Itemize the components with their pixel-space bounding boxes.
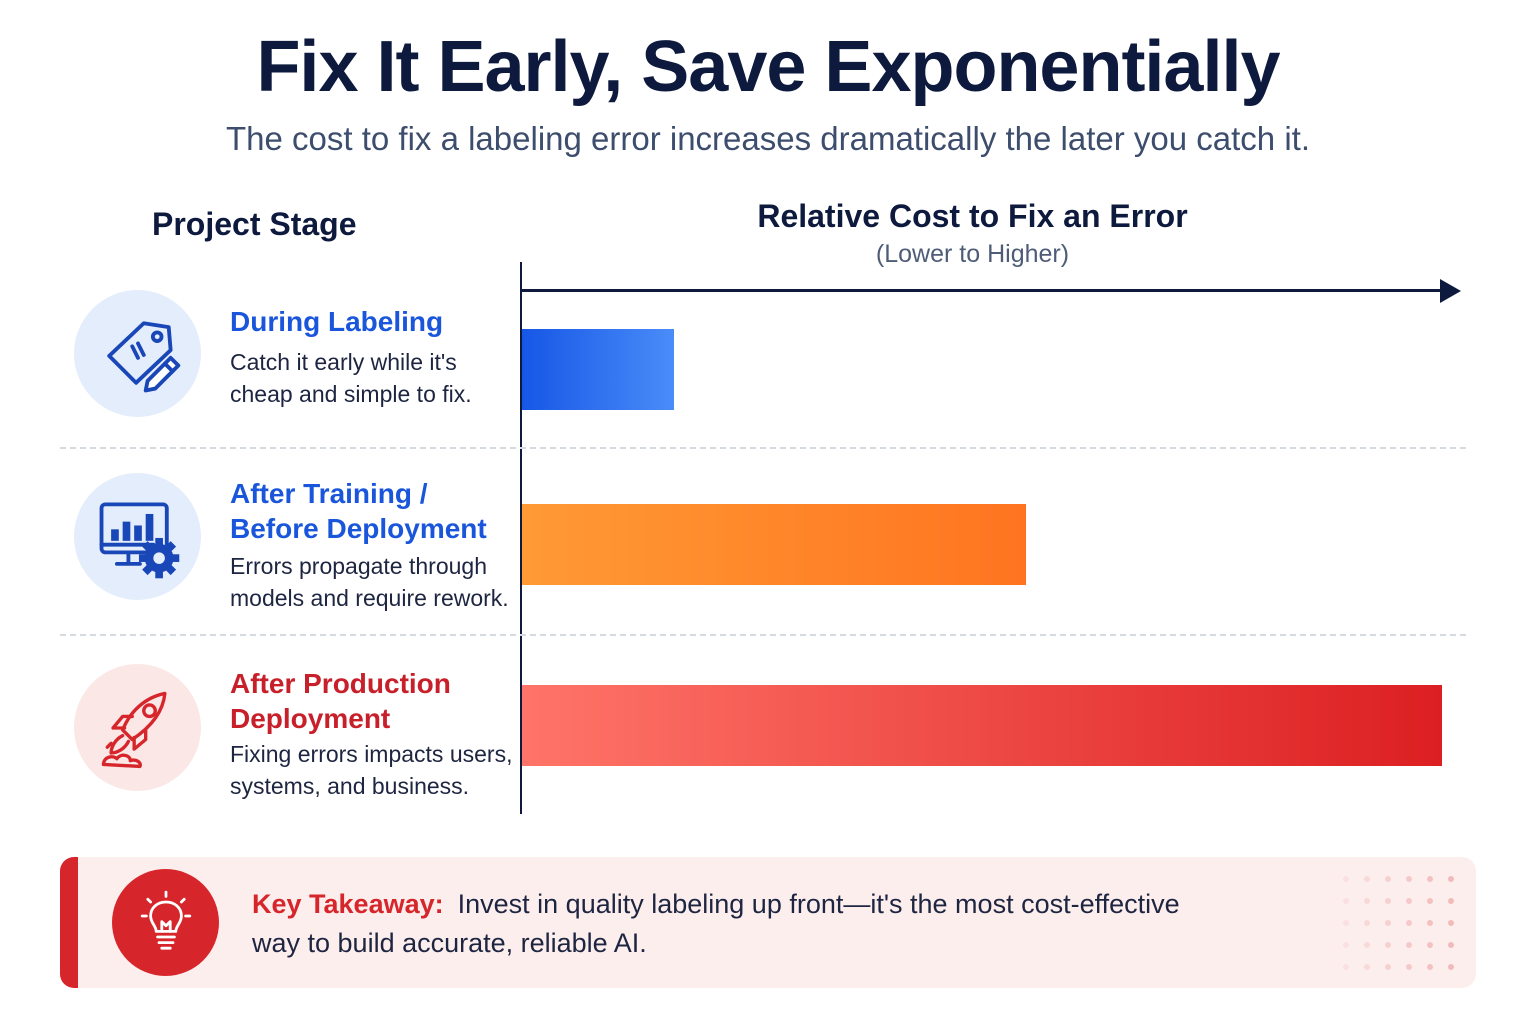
stage-title-line: During Labeling — [230, 306, 444, 337]
decoration-dot — [1343, 876, 1349, 882]
decoration-dot — [1448, 898, 1454, 904]
page-title: Fix It Early, Save Exponentially — [256, 27, 1280, 107]
cost-axis-title: Relative Cost to Fix an Error — [757, 198, 1188, 234]
decoration-dot — [1343, 964, 1349, 970]
decoration-dot — [1364, 964, 1370, 970]
decoration-dot — [1385, 898, 1391, 904]
decoration-dot — [1448, 920, 1454, 926]
stage-description: Errors propagate through models and requ… — [230, 550, 520, 614]
takeaway-line: Key Takeaway: Invest in quality labeling … — [252, 885, 1232, 924]
decoration-dot — [1427, 876, 1433, 882]
bar-during-labeling — [522, 329, 674, 410]
stage-desc-line: Errors propagate through — [230, 553, 487, 579]
decoration-dot — [1448, 942, 1454, 948]
stage-desc-line: Fixing errors impacts users, — [230, 741, 513, 767]
decoration-dot — [1406, 876, 1412, 882]
decoration-dot — [1364, 942, 1370, 948]
bar-after-training — [522, 504, 1026, 585]
decoration-dot — [1427, 898, 1433, 904]
monitor-chart-gear-icon — [99, 501, 179, 578]
stage-desc-line: cheap and simple to fix. — [230, 381, 472, 407]
y-axis-line — [520, 262, 522, 814]
decoration-dot — [1343, 898, 1349, 904]
stage-title: After Production Deployment — [230, 666, 451, 736]
x-axis-arrow-icon — [1440, 279, 1461, 303]
dot-pattern-decoration — [1343, 876, 1454, 970]
page-subtitle: The cost to fix a labeling error increas… — [226, 120, 1310, 157]
cost-axis-note: (Lower to Higher) — [875, 240, 1070, 268]
decoration-dot — [1364, 876, 1370, 882]
stage-desc-line: Catch it early while it's — [230, 349, 457, 375]
stage-desc-line: systems, and business. — [230, 773, 470, 799]
stage-title-line: After Production — [230, 668, 451, 699]
row-divider — [60, 634, 1466, 636]
decoration-dot — [1385, 876, 1391, 882]
decoration-dot — [1364, 920, 1370, 926]
stage-description: Catch it early while it's cheap and simp… — [230, 346, 520, 410]
key-takeaway-banner: Key Takeaway: Invest in quality labeling … — [60, 857, 1476, 988]
decoration-dot — [1406, 942, 1412, 948]
decoration-dot — [1385, 942, 1391, 948]
decoration-dot — [1343, 942, 1349, 948]
takeaway-line-text: Invest in quality labeling up front—it's… — [457, 889, 1180, 919]
takeaway-text: Key Takeaway: Invest in quality labeling … — [252, 885, 1232, 963]
decoration-dot — [1385, 964, 1391, 970]
takeaway-accent-edge — [60, 857, 78, 988]
stage-title: After Training / Before Deployment — [230, 476, 487, 546]
lightbulb-badge — [112, 869, 219, 976]
stage-title-line: Before Deployment — [230, 513, 487, 544]
decoration-dot — [1385, 920, 1391, 926]
stage-icon-badge — [74, 473, 201, 600]
decoration-dot — [1406, 898, 1412, 904]
tag-pencil-icon — [106, 320, 180, 392]
decoration-dot — [1448, 964, 1454, 970]
x-axis-line — [520, 289, 1442, 292]
decoration-dot — [1406, 964, 1412, 970]
decoration-dot — [1364, 898, 1370, 904]
stage-column-header: Project Stage — [152, 206, 357, 242]
decoration-dot — [1427, 920, 1433, 926]
rocket-icon — [101, 691, 167, 768]
stage-description: Fixing errors impacts users, systems, an… — [230, 738, 520, 802]
bar-after-production — [522, 685, 1442, 766]
stage-title: During Labeling — [230, 304, 443, 339]
row-divider — [60, 447, 1466, 449]
stage-title-line: Deployment — [230, 703, 391, 734]
stage-desc-line: models and require rework. — [230, 585, 509, 611]
stage-icon-badge — [74, 664, 201, 791]
decoration-dot — [1406, 920, 1412, 926]
decoration-dot — [1448, 876, 1454, 882]
decoration-dot — [1427, 964, 1433, 970]
stage-icon-badge — [74, 290, 201, 417]
stage-title-line: After Training / — [230, 478, 428, 509]
takeaway-line: way to build accurate, reliable AI. — [252, 928, 647, 958]
decoration-dot — [1343, 920, 1349, 926]
decoration-dot — [1427, 942, 1433, 948]
lightbulb-icon — [140, 890, 191, 950]
takeaway-label: Key Takeaway: — [252, 889, 444, 919]
